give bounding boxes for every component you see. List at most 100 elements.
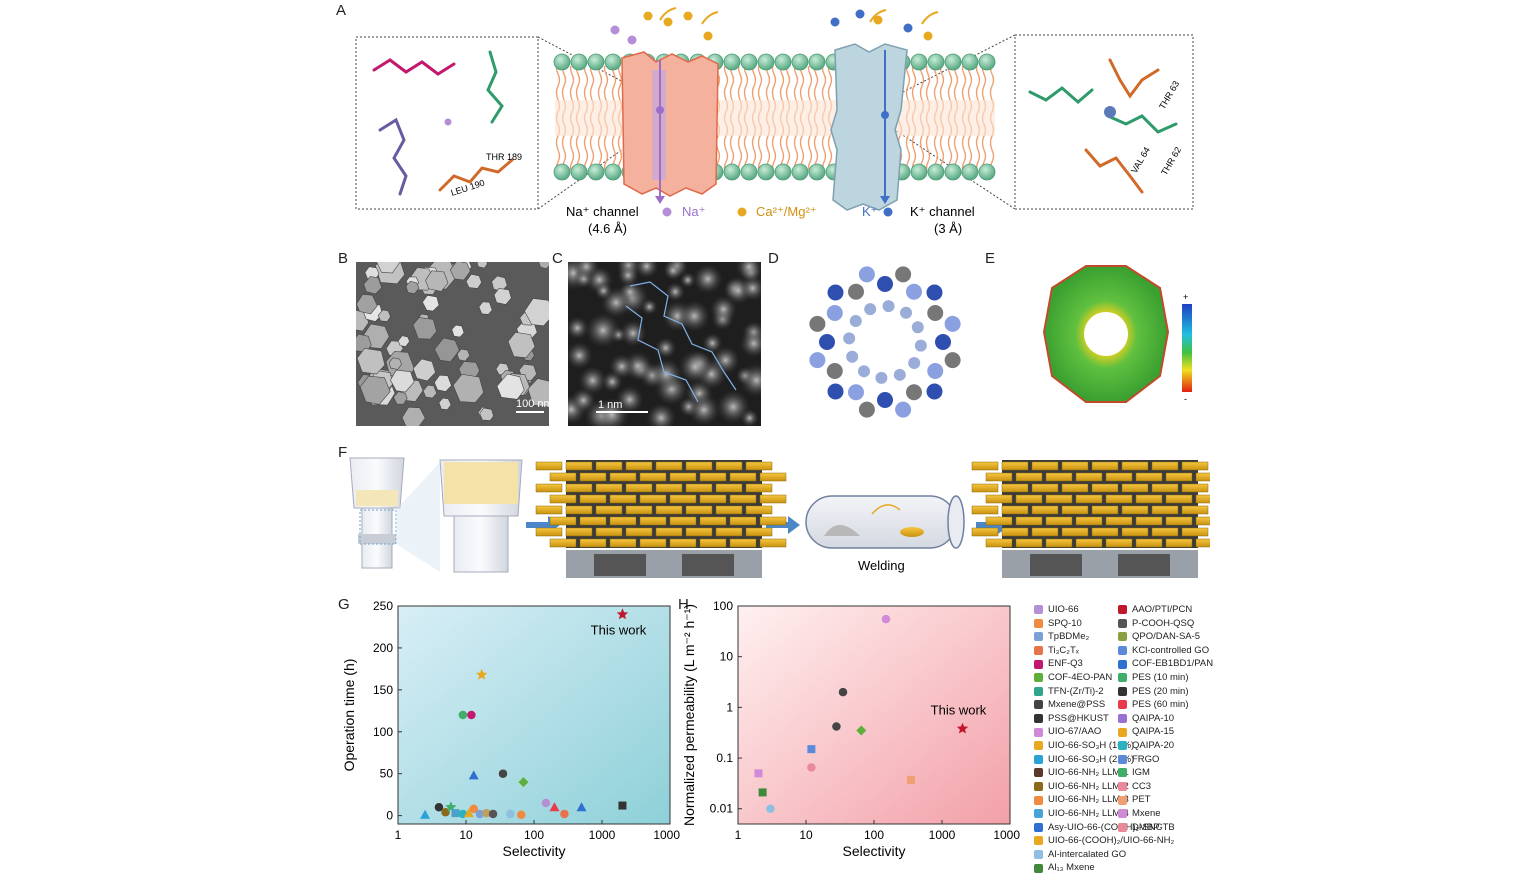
legend-item: PES (10 min) <box>1118 671 1213 685</box>
y-tick-label: 10 <box>720 650 734 664</box>
legend-item: CC3 <box>1118 780 1213 794</box>
legend-item: PES (60 min) <box>1118 698 1213 712</box>
sem-image: 100 nm <box>356 262 549 426</box>
y-tick-label: 0 <box>386 809 393 823</box>
legend-item: Al-intercalated GO <box>1034 848 1174 862</box>
x-tick-label: 100 <box>864 828 884 842</box>
legend-label: Ti₃C₂Tₓ <box>1048 644 1079 656</box>
legend-item: QAIPA-15 <box>1118 725 1213 739</box>
data-point <box>467 710 476 720</box>
legend-swatch-icon <box>1118 822 1127 832</box>
x-axis-label: Selectivity <box>502 843 565 859</box>
panel-label-d: D <box>768 250 779 267</box>
panel-label-f: F <box>338 444 348 461</box>
legend-na-dot <box>662 207 672 217</box>
data-point <box>475 809 485 819</box>
data-point <box>766 804 775 813</box>
legend-item: UIO-66-NH₂ LLM-3 <box>1034 793 1174 807</box>
data-point <box>856 725 867 736</box>
legend-label: AAO/PTI/PCN <box>1132 604 1193 615</box>
k-channel <box>830 43 908 211</box>
legend-swatch-icon <box>1118 700 1127 710</box>
legend-item: UIO-66 <box>1034 603 1174 617</box>
legend-label: Al₁₃ Mxene <box>1048 862 1095 874</box>
data-point <box>618 801 627 810</box>
legend-label: KCl-controlled GO <box>1132 644 1210 656</box>
ion-k-label: K⁺ <box>862 204 878 219</box>
legend-label: QAIPA-10 <box>1132 712 1175 724</box>
legend-swatch-icon <box>1034 782 1043 792</box>
colorbar <box>1182 304 1192 392</box>
legend-label: QAIPA-20 <box>1132 739 1175 751</box>
y-tick-label: 0.1 <box>716 751 733 765</box>
legend-swatch-icon <box>1034 700 1043 710</box>
x-axis-label: Selectivity <box>842 843 905 859</box>
legend-swatch-icon <box>1118 809 1127 819</box>
na-channel <box>621 51 719 197</box>
legend-swatch-icon <box>1034 836 1043 846</box>
legend-swatch-icon <box>1034 646 1043 656</box>
legend-swatch-icon <box>1034 768 1043 778</box>
legend-swatch-icon <box>1118 741 1127 751</box>
legend-label: CC3 <box>1132 780 1152 792</box>
legend-label: Mxene@PSS <box>1048 699 1106 711</box>
data-point <box>476 668 488 680</box>
legend-swatch-icon <box>1118 754 1127 764</box>
legend-swatch-icon <box>1034 741 1043 751</box>
res-val64: VAL 64 <box>1129 145 1152 175</box>
electrostatic-map: + - <box>1042 265 1192 404</box>
legend-item: UIO-66-NH₂ LLM-1 <box>1034 766 1174 780</box>
legend-label: UIO-66-(COOH)₂/UIO-66-NH₂ <box>1048 835 1175 847</box>
plot-area <box>397 605 671 825</box>
data-point <box>549 802 560 812</box>
legend-label: IGM <box>1132 767 1150 779</box>
x-tick-label: 10 <box>459 828 473 842</box>
legend-swatch-icon <box>1034 795 1043 805</box>
legend-swatch-icon <box>1034 754 1043 764</box>
panel-a-membrane: THR 189 LEU 190 THR 63 THR 62 VAL 64 Na⁺… <box>355 7 1194 236</box>
legend-label: P-COOH-QSQ <box>1132 617 1195 629</box>
ion-ca-label: Ca²⁺/Mg²⁺ <box>756 204 817 219</box>
legend-item: FRGO <box>1118 753 1213 767</box>
legend-label: Al-intercalated GO <box>1048 848 1127 860</box>
legend-swatch-icon <box>1034 863 1043 873</box>
legend-item: Mxene <box>1118 807 1213 821</box>
colorbar-minus: - <box>1184 394 1187 404</box>
y-tick-label: 250 <box>373 599 393 613</box>
panel-label-a: A <box>336 2 347 19</box>
x-tick-label: 1000 <box>929 828 956 842</box>
legend-item: Ti₃C₂Tₓ <box>1034 644 1174 658</box>
k-channel-label: K⁺ channel <box>910 204 975 219</box>
legend-item: QAIPA-10 <box>1118 712 1213 726</box>
legend-label: UIO-66-NH₂ LLM-1 <box>1048 767 1129 779</box>
y-tick-label: 100 <box>713 599 733 613</box>
legend-swatch-icon <box>1118 795 1127 805</box>
legend-swatch-icon <box>1034 673 1043 683</box>
data-point <box>956 722 969 734</box>
legend-label: PES (60 min) <box>1132 699 1189 711</box>
data-point <box>576 802 587 812</box>
data-point <box>468 770 479 780</box>
y-tick-label: 50 <box>380 767 394 781</box>
legend-swatch-icon <box>1034 727 1043 737</box>
molecular-structure <box>809 266 961 418</box>
legend-item: TFN-(Zr/Ti)-2 <box>1034 685 1174 699</box>
data-point <box>906 775 915 784</box>
legend-swatch-icon <box>1034 659 1043 669</box>
legend-label: QAIPA-15 <box>1132 726 1175 738</box>
legend-item: ENF-Q3 <box>1034 657 1174 671</box>
legend-item: Asy-UIO-66-(COOH)₂-SNC <box>1034 821 1174 835</box>
welding-label: Welding <box>858 558 905 573</box>
y-tick-label: 0.01 <box>710 802 734 816</box>
legend-item: DMBP-TB <box>1118 821 1213 835</box>
legend-item: UIO-66-NH₂ LLM-4 <box>1034 807 1174 821</box>
stem-image: 1 nm <box>568 262 761 426</box>
chart-h: 1101001000100000.010.1110100SelectivityN… <box>681 599 1020 859</box>
legend-item: SPQ-10 <box>1034 617 1174 631</box>
stem-scale-label: 1 nm <box>598 399 622 411</box>
legend-label: UIO-66-SO₃H (10%) <box>1048 739 1135 751</box>
panel-label-c: C <box>552 250 563 267</box>
this-work-annotation: This work <box>931 703 987 718</box>
legend-label: PES (20 min) <box>1132 685 1189 697</box>
